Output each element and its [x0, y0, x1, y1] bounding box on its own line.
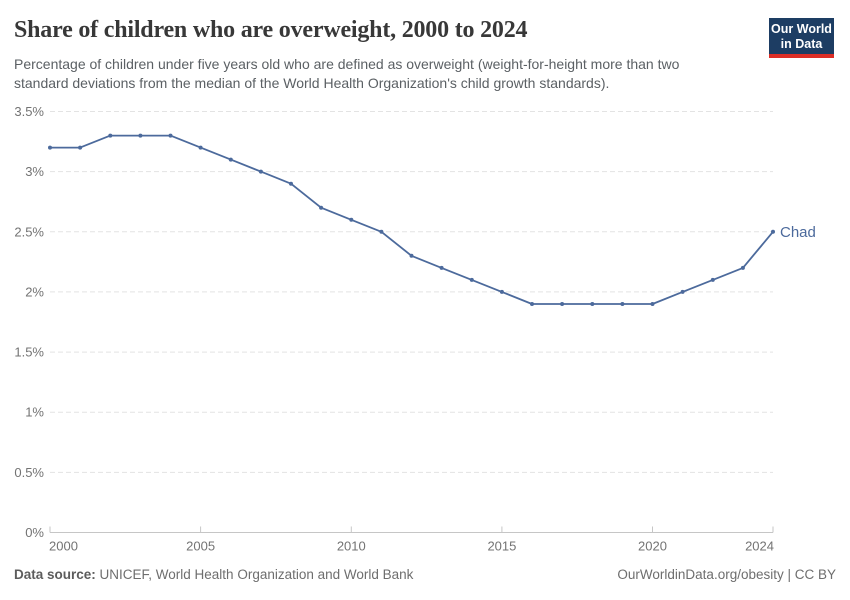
x-tick-label: 2000: [49, 539, 78, 554]
x-tick-label: 2005: [186, 539, 215, 554]
data-point[interactable]: [289, 181, 293, 186]
data-point[interactable]: [409, 253, 414, 258]
data-point[interactable]: [319, 205, 324, 210]
data-point[interactable]: [590, 302, 595, 306]
page-title: Share of children who are overweight, 20…: [14, 17, 528, 43]
attribution-link[interactable]: OurWorldinData.org/obesity | CC BY: [617, 567, 836, 582]
x-tick-label: 2024: [745, 539, 774, 554]
data-point[interactable]: [710, 277, 715, 282]
x-tick-label: 2015: [487, 539, 516, 554]
data-point[interactable]: [379, 229, 384, 234]
data-point[interactable]: [499, 289, 504, 294]
data-source-label: Data source:: [14, 567, 96, 582]
data-point[interactable]: [560, 302, 565, 306]
data-point[interactable]: [740, 265, 745, 270]
series-end-label[interactable]: Chad: [780, 224, 816, 241]
y-tick-label: 3%: [25, 164, 44, 179]
owid-logo[interactable]: Our World in Data: [769, 18, 834, 58]
data-point[interactable]: [439, 265, 444, 270]
y-tick-label: 0.5%: [14, 465, 44, 480]
data-point[interactable]: [168, 133, 173, 138]
x-tick-label: 2020: [638, 539, 667, 554]
data-point[interactable]: [680, 289, 685, 294]
owid-logo-line1: Our World: [771, 22, 832, 36]
y-tick-label: 0%: [25, 525, 44, 540]
data-point[interactable]: [530, 302, 534, 306]
data-point[interactable]: [650, 302, 655, 306]
data-source: Data source: UNICEF, World Health Organi…: [14, 567, 413, 582]
data-point[interactable]: [258, 169, 263, 174]
data-point[interactable]: [108, 133, 113, 138]
chart-footer: Data source: UNICEF, World Health Organi…: [14, 567, 836, 582]
data-point[interactable]: [198, 145, 203, 150]
data-point[interactable]: [620, 302, 625, 306]
y-tick-label: 3.5%: [14, 104, 44, 119]
data-point[interactable]: [349, 217, 354, 222]
y-tick-label: 1%: [25, 405, 44, 420]
data-point[interactable]: [78, 145, 83, 150]
data-point[interactable]: [48, 145, 52, 150]
series-line-chad: [49, 134, 774, 305]
y-tick-label: 2%: [25, 284, 44, 299]
x-tick-label: 2010: [337, 539, 366, 554]
owid-logo-line2: in Data: [780, 36, 823, 51]
data-point[interactable]: [138, 133, 143, 138]
data-point[interactable]: [469, 277, 474, 282]
data-point[interactable]: [228, 157, 233, 162]
y-tick-label: 1.5%: [14, 345, 44, 360]
y-tick-label: 2.5%: [14, 224, 44, 239]
page-subtitle: Percentage of children under five years …: [14, 56, 680, 92]
data-source-text: UNICEF, World Health Organization and Wo…: [95, 567, 414, 582]
data-point[interactable]: [771, 229, 775, 234]
